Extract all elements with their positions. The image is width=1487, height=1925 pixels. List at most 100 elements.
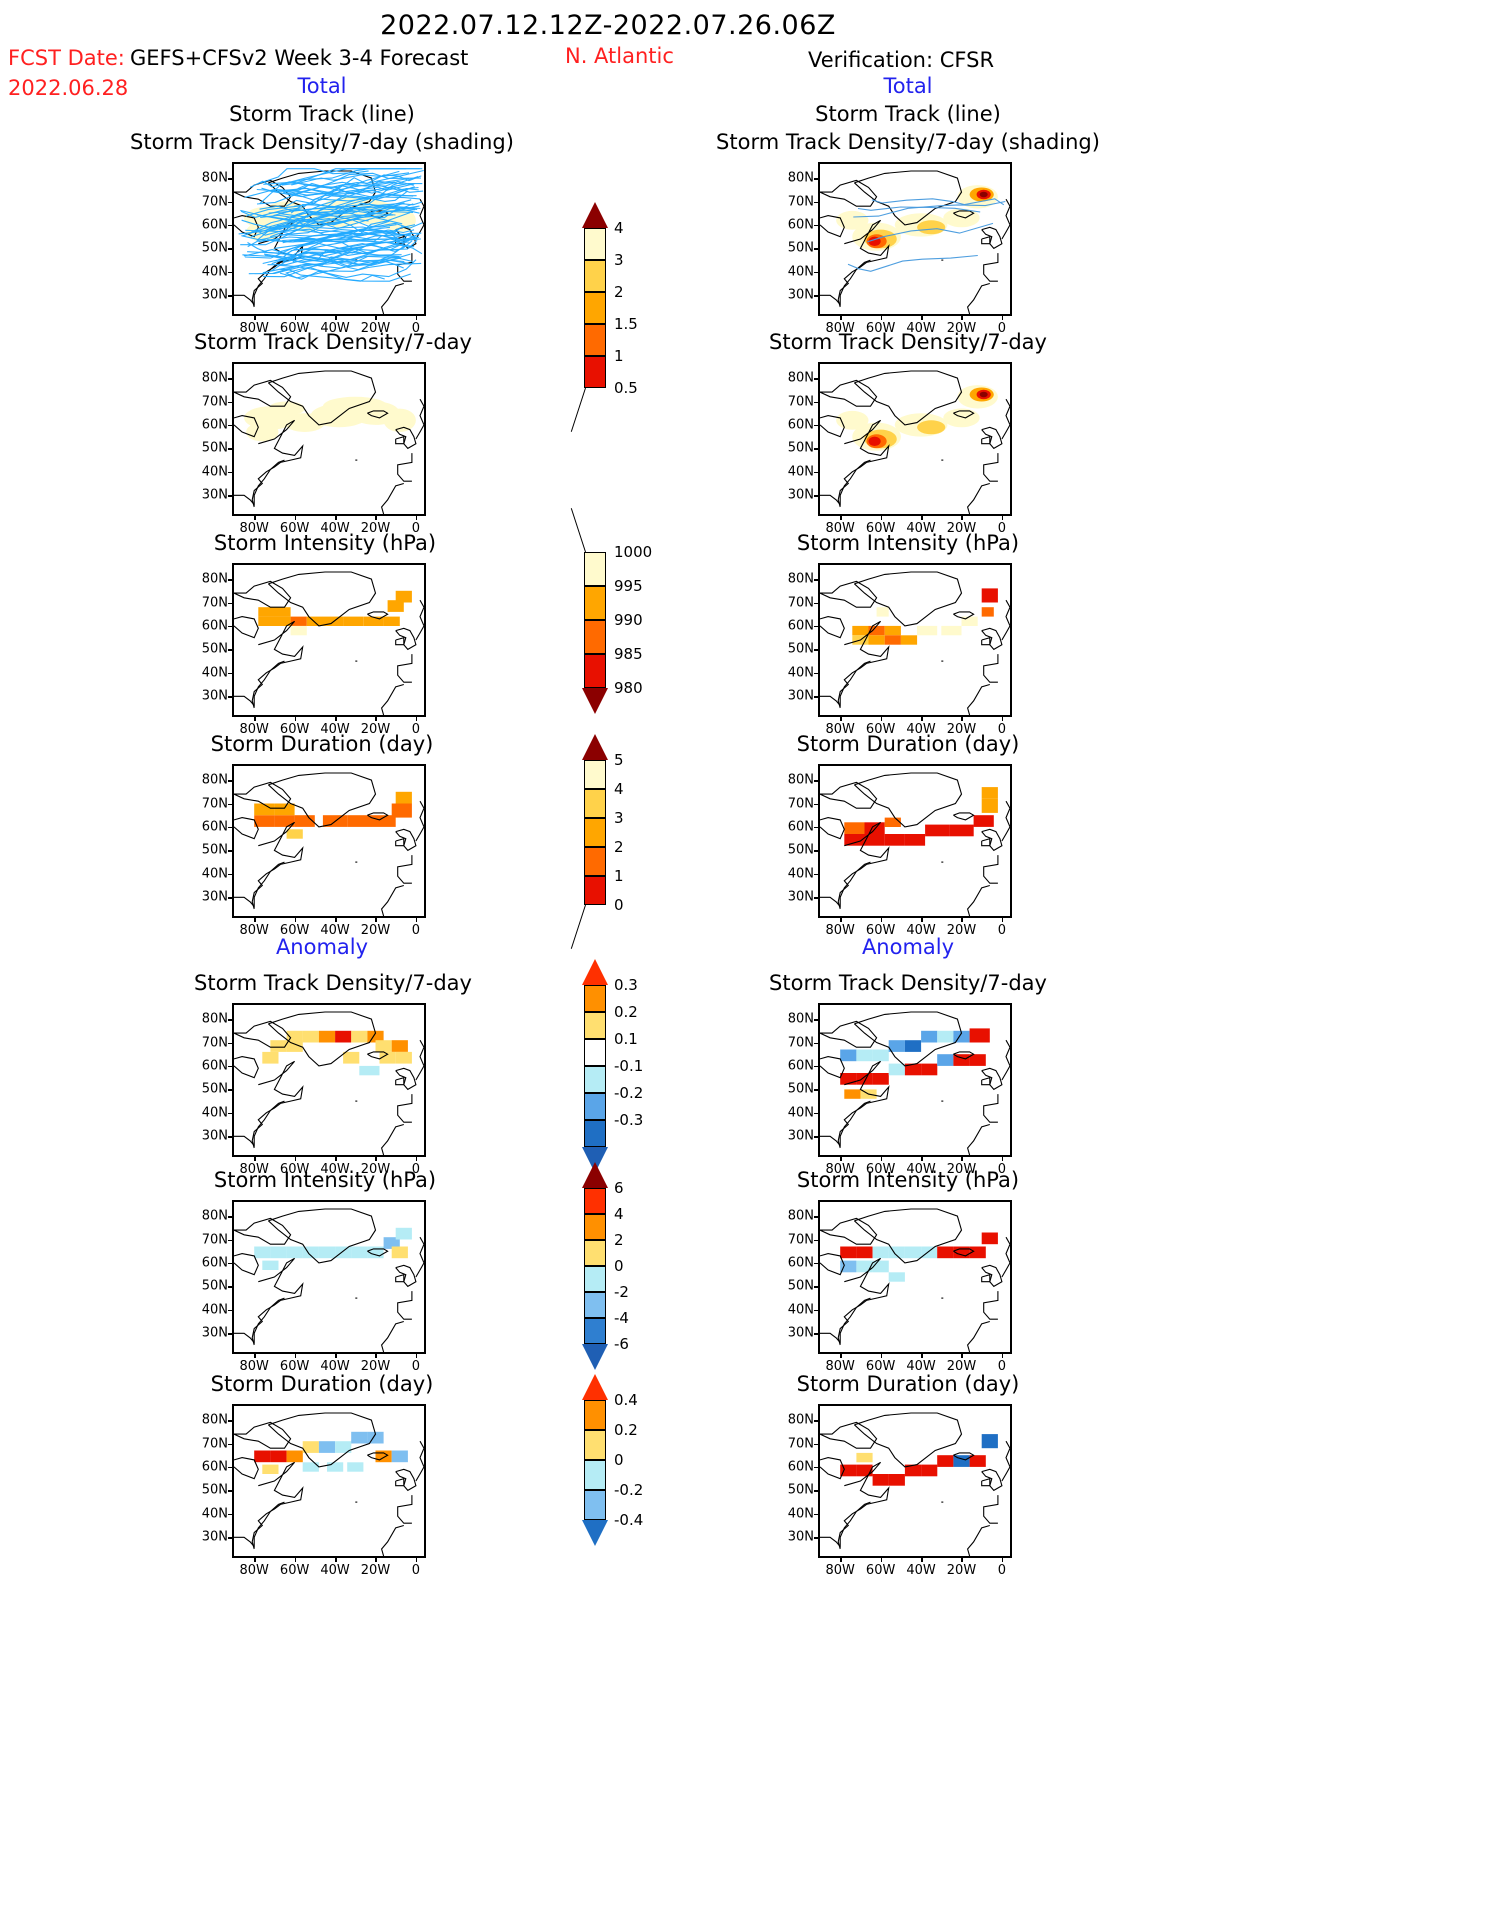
colorbar-body bbox=[584, 228, 606, 388]
lat-tick-mark bbox=[228, 424, 233, 427]
map-canvas bbox=[820, 571, 1010, 715]
colorbar-top-arrow bbox=[582, 1374, 608, 1400]
colorbar-band bbox=[584, 789, 606, 818]
panel-title-track-line-left: Storm Track (line) bbox=[229, 102, 415, 126]
lat-tick-mark bbox=[228, 602, 233, 604]
lat-tick-label: 70N bbox=[787, 796, 814, 811]
colorbar-tail bbox=[570, 904, 586, 949]
colorbar-band bbox=[584, 1430, 606, 1460]
lat-tick-label: 30N bbox=[787, 287, 814, 303]
colorbar-body bbox=[584, 1188, 606, 1344]
colorbar-label: -2 bbox=[614, 1283, 629, 1301]
lon-tick-mark bbox=[880, 515, 883, 520]
lat-tick-mark bbox=[228, 495, 233, 497]
lat-tick-label: 50N bbox=[787, 842, 814, 858]
lon-tick-mark bbox=[294, 716, 297, 721]
lat-tick-label: 70N bbox=[787, 394, 814, 409]
colorbar-label: -0.1 bbox=[614, 1057, 644, 1075]
lat-tick-mark bbox=[814, 1466, 819, 1469]
lon-tick-mark bbox=[335, 917, 337, 922]
colorbar-label: 0.2 bbox=[614, 1003, 638, 1021]
lat-tick-label: 80N bbox=[787, 1208, 814, 1224]
lat-tick-mark bbox=[814, 1262, 819, 1265]
lat-tick-label: 30N bbox=[201, 287, 228, 303]
colorbar-band bbox=[584, 356, 606, 388]
colorbar-label: 985 bbox=[614, 645, 643, 663]
colorbar-band bbox=[584, 1240, 606, 1266]
lon-tick-mark bbox=[840, 716, 842, 721]
lon-tick-label: 0 bbox=[411, 1563, 421, 1578]
lon-tick-label: 60W bbox=[865, 1359, 896, 1374]
lat-tick-mark bbox=[814, 579, 819, 581]
colorbar-label: -6 bbox=[614, 1335, 629, 1353]
lat-tick-mark bbox=[228, 1286, 233, 1288]
lat-tick-label: 30N bbox=[201, 688, 228, 704]
map-track-density-forecast bbox=[232, 362, 426, 516]
lon-tick-mark bbox=[294, 1156, 297, 1161]
lat-tick-label: 60N bbox=[201, 417, 228, 433]
colorbar-label: 2 bbox=[614, 838, 624, 856]
map-canvas bbox=[820, 170, 1010, 314]
lon-tick-label: 80W bbox=[825, 321, 855, 336]
lon-tick-label: 40W bbox=[320, 722, 350, 737]
lon-tick-label: 60W bbox=[279, 923, 310, 938]
lon-tick-mark bbox=[880, 315, 883, 320]
lat-tick-label: 40N bbox=[201, 1105, 228, 1121]
lon-tick-mark bbox=[335, 716, 337, 721]
colorbar-band bbox=[584, 1490, 606, 1520]
lat-tick-mark bbox=[814, 1216, 819, 1218]
lat-tick-mark bbox=[814, 873, 819, 876]
lon-tick-mark bbox=[1001, 515, 1004, 520]
lon-tick-label: 40W bbox=[906, 1162, 936, 1177]
colorbar-label: 3 bbox=[614, 809, 624, 827]
map-duration-anomaly-verification bbox=[818, 1404, 1012, 1558]
lon-tick-label: 20W bbox=[360, 521, 391, 536]
lat-tick-label: 80N bbox=[201, 370, 228, 386]
lon-tick-mark bbox=[254, 515, 256, 520]
lon-tick-label: 20W bbox=[946, 1563, 977, 1578]
lon-tick-label: 60W bbox=[279, 1162, 310, 1177]
lon-tick-label: 60W bbox=[865, 722, 896, 737]
panel-title-intensity-anom-left: Storm Intensity (hPa) bbox=[213, 1168, 437, 1192]
colorbar-top-arrow bbox=[582, 202, 608, 228]
lon-tick-label: 80W bbox=[825, 722, 855, 737]
lat-tick-label: 70N bbox=[787, 1035, 814, 1050]
colorbar-body bbox=[584, 1400, 606, 1520]
panel-title-track-density-left: Storm Track Density/7-day bbox=[194, 330, 472, 354]
lat-tick-mark bbox=[228, 1262, 233, 1265]
lon-tick-mark bbox=[961, 917, 963, 922]
map-intensity-anomaly-verification bbox=[818, 1200, 1012, 1354]
lon-tick-label: 40W bbox=[906, 1359, 936, 1374]
lon-tick-label: 40W bbox=[320, 1563, 350, 1578]
panel-title-track-density-shading-left: Storm Track Density/7-day (shading) bbox=[130, 130, 514, 154]
lon-tick-mark bbox=[254, 315, 256, 320]
lon-tick-label: 0 bbox=[411, 521, 421, 536]
colorbar-body bbox=[584, 552, 606, 688]
colorbar-label: -0.2 bbox=[614, 1481, 644, 1499]
lon-tick-label: 60W bbox=[279, 321, 310, 336]
lon-tick-mark bbox=[921, 1557, 923, 1562]
lat-tick-label: 80N bbox=[201, 571, 228, 587]
lat-tick-label: 30N bbox=[201, 1128, 228, 1144]
colorbar-label: -4 bbox=[614, 1309, 629, 1327]
lat-tick-mark bbox=[228, 850, 233, 852]
lat-tick-label: 60N bbox=[201, 819, 228, 835]
map-canvas bbox=[234, 772, 424, 916]
colorbar-label: 0 bbox=[614, 896, 624, 914]
lat-tick-label: 30N bbox=[201, 487, 228, 503]
colorbar-label: 1 bbox=[614, 867, 624, 885]
lon-tick-label: 0 bbox=[411, 1162, 421, 1177]
lat-tick-mark bbox=[228, 248, 233, 250]
lon-tick-label: 20W bbox=[946, 722, 977, 737]
colorbar-label: 995 bbox=[614, 577, 643, 595]
lon-tick-label: 0 bbox=[411, 722, 421, 737]
date-range-title: 2022.07.12.12Z-2022.07.26.06Z bbox=[380, 10, 836, 41]
lat-tick-mark bbox=[814, 1089, 819, 1091]
panel-title-intensity-left: Storm Intensity (hPa) bbox=[213, 531, 437, 555]
colorbar-band bbox=[584, 1214, 606, 1240]
colorbar-label: 1.5 bbox=[614, 315, 638, 333]
lat-tick-label: 70N bbox=[787, 194, 814, 209]
lon-tick-label: 40W bbox=[906, 321, 936, 336]
colorbar-label: 0.4 bbox=[614, 1391, 638, 1409]
map-track-density-verification bbox=[818, 362, 1012, 516]
